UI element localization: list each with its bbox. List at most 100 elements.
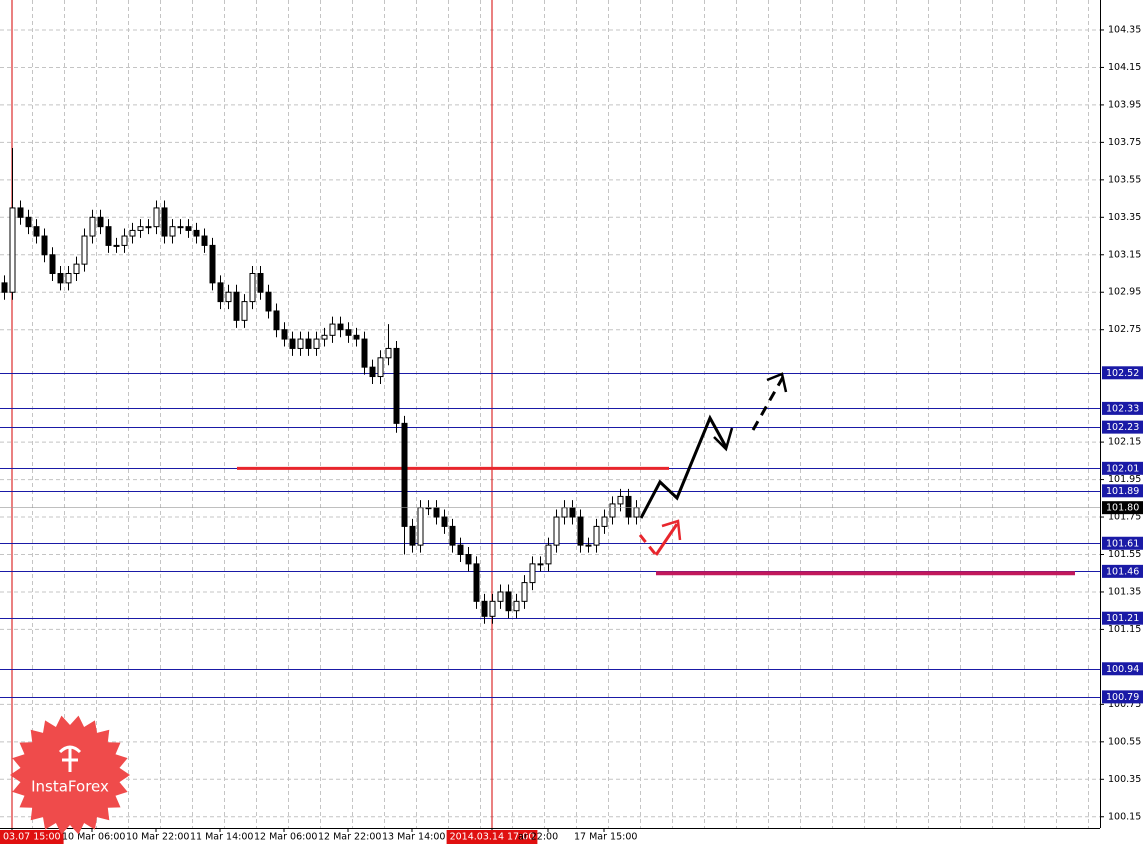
current-price-label: 101.80 <box>1106 503 1139 514</box>
current-price-box <box>1102 501 1143 515</box>
candle-body <box>17 207 24 218</box>
x-marked-box <box>446 830 538 844</box>
logo-badge <box>10 715 130 835</box>
candle-body <box>481 600 488 617</box>
candle-body <box>1 282 8 293</box>
level-label-box <box>1102 536 1143 550</box>
candle-body <box>473 563 480 602</box>
candle-body <box>137 226 144 231</box>
candle-body <box>153 207 160 228</box>
candle-body <box>97 216 104 228</box>
x-marked-box <box>0 830 64 844</box>
level-label: 100.94 <box>1106 664 1139 675</box>
level-label-box <box>1102 420 1143 434</box>
candle-body <box>409 525 416 546</box>
y-tick-label: 101.35 <box>1108 586 1141 597</box>
arrow-head <box>713 427 734 452</box>
candle-body <box>529 563 536 584</box>
y-tick-label: 103.35 <box>1108 212 1141 223</box>
x-tick-label: 10 Mar 06:00 <box>62 832 125 843</box>
candle-body <box>321 334 328 340</box>
candle-body <box>249 273 256 303</box>
candle-body <box>65 273 72 284</box>
candle-body <box>465 553 472 565</box>
candle-body <box>329 323 336 336</box>
candle-body <box>433 507 440 518</box>
candle-body <box>145 226 152 229</box>
plot <box>0 0 1100 828</box>
candle-body <box>89 216 96 237</box>
candle-body <box>625 495 632 518</box>
forecast-path <box>639 414 728 519</box>
level-label: 101.61 <box>1106 538 1139 549</box>
candle-body <box>233 291 240 321</box>
logo-text: InstaForex <box>31 778 109 796</box>
candle-body <box>457 544 464 555</box>
y-tick-label: 102.95 <box>1108 287 1141 298</box>
level-label-box <box>1102 484 1143 498</box>
x-tick-label: 12 Mar 06:00 <box>254 832 317 843</box>
candle-body <box>257 273 264 293</box>
candle-body <box>569 507 576 518</box>
level-label: 102.01 <box>1106 463 1139 474</box>
candle-body <box>57 273 64 284</box>
candle-body <box>537 563 544 566</box>
x-tick-label: 11 Mar 14:00 <box>190 832 253 843</box>
candle-body <box>313 338 320 349</box>
candle-body <box>265 291 272 312</box>
level-label: 102.52 <box>1106 368 1139 379</box>
y-tick-label: 101.55 <box>1108 549 1141 560</box>
candle-body <box>441 516 448 527</box>
candle-body <box>577 516 584 546</box>
y-tick-label: 101.15 <box>1108 624 1141 635</box>
candle-body <box>609 503 616 518</box>
candle-body <box>401 422 408 527</box>
candle-body <box>33 226 40 237</box>
candle-body <box>113 244 120 247</box>
y-tick-label: 103.95 <box>1108 99 1141 110</box>
x-tick-label: 17 Mar 15:00 <box>574 832 637 843</box>
candle-body <box>497 591 504 602</box>
y-tick-label: 100.15 <box>1108 811 1141 822</box>
level-label: 100.79 <box>1106 692 1139 703</box>
level-label: 102.33 <box>1106 403 1139 414</box>
candle-body <box>289 338 296 349</box>
level-label-box <box>1102 366 1143 380</box>
candle-body <box>545 544 552 565</box>
candle-body <box>81 235 88 265</box>
candle-body <box>601 516 608 527</box>
candle-body <box>201 235 208 246</box>
candle-body <box>241 301 248 321</box>
y-tick-label: 103.15 <box>1108 249 1141 260</box>
candle-body <box>41 235 48 256</box>
level-label-box <box>1102 690 1143 704</box>
candle-body <box>377 357 384 378</box>
candle-body <box>185 226 192 231</box>
candle-body <box>369 366 376 378</box>
y-tick-label: 100.55 <box>1108 736 1141 747</box>
level-label: 102.23 <box>1106 422 1139 433</box>
x-tick-label: 10 Mar 22:00 <box>126 832 189 843</box>
y-tick-label: 102.75 <box>1108 324 1141 335</box>
level-label-box <box>1102 564 1143 578</box>
candle-body <box>225 291 232 303</box>
forecast-arrows <box>638 372 788 556</box>
y-tick-label: 103.75 <box>1108 137 1141 148</box>
candle-body <box>337 323 344 331</box>
level-label: 101.89 <box>1106 486 1139 497</box>
candle-body <box>49 254 56 275</box>
candle-body <box>513 600 520 612</box>
candle-body <box>633 507 640 518</box>
logo: InstaForex <box>10 715 130 835</box>
candle-body <box>361 338 368 368</box>
candle-body <box>105 226 112 246</box>
y-tick-label: 104.15 <box>1108 62 1141 73</box>
candle-body <box>417 507 424 546</box>
candle-body <box>393 347 400 424</box>
y-tick-label: 101.75 <box>1108 512 1141 523</box>
candle-body <box>217 282 224 303</box>
candle-body <box>129 229 136 237</box>
candle-body <box>385 347 392 359</box>
y-tick-label: 102.15 <box>1108 437 1141 448</box>
